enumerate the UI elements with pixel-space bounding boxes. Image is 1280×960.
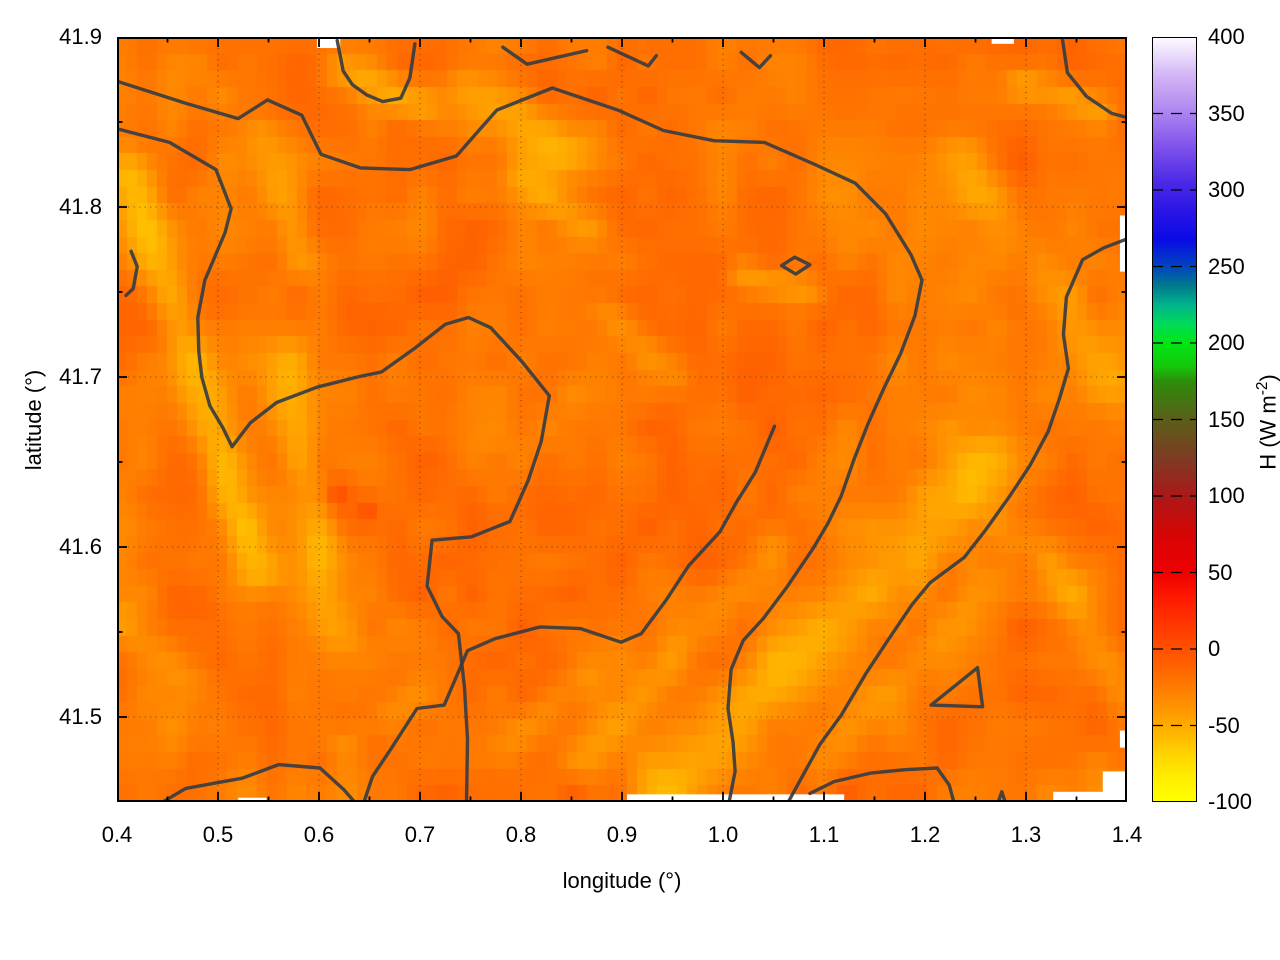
x-tick-label: 1.4 xyxy=(1111,822,1143,847)
x-axis-title: longitude (°) xyxy=(562,868,682,893)
colorbar-title: H (W m-2) xyxy=(1254,337,1280,507)
colorbar-title-superscript: -2 xyxy=(1254,381,1271,396)
colorbar-tick-label: 0 xyxy=(1208,636,1221,661)
x-tick-label: 0.6 xyxy=(303,822,335,847)
x-tick-label: 0.8 xyxy=(505,822,537,847)
colorbar-tick-label: 400 xyxy=(1208,24,1245,49)
y-tick-label: 41.5 xyxy=(59,704,102,729)
colorbar-tick-label: -100 xyxy=(1208,789,1253,814)
y-tick-label: 41.6 xyxy=(59,534,102,559)
colorbar-tick-label: 350 xyxy=(1208,100,1245,126)
colorbar-tick-label: 200 xyxy=(1208,330,1245,355)
x-tick-label: 1.0 xyxy=(707,822,739,847)
colorbar-tick-label: 150 xyxy=(1208,406,1245,432)
colorbar-tick-label: -50 xyxy=(1208,712,1240,738)
y-tick-label: 41.7 xyxy=(59,364,102,389)
x-tick-label: 0.4 xyxy=(101,822,133,847)
colorbar-tick-label: 300 xyxy=(1208,177,1245,202)
y-tick-label: 41.8 xyxy=(59,194,102,219)
x-tick-label: 1.1 xyxy=(808,822,840,847)
colorbar xyxy=(1152,37,1197,802)
x-tick-label: 0.9 xyxy=(606,822,638,847)
heatmap-canvas xyxy=(117,37,1127,802)
x-tick-label: 0.7 xyxy=(404,822,436,847)
colorbar-tick-label: 100 xyxy=(1208,483,1245,508)
colorbar-tick-label: 250 xyxy=(1208,253,1245,279)
x-tick-label: 1.2 xyxy=(909,822,941,847)
y-tick-label: 41.9 xyxy=(59,24,102,49)
colorbar-title-suffix: ) xyxy=(1255,374,1280,382)
x-tick-label: 1.3 xyxy=(1010,822,1042,847)
colorbar-title-prefix: H (W m xyxy=(1255,395,1280,470)
x-tick-label: 0.5 xyxy=(202,822,234,847)
colorbar-tick-label: 50 xyxy=(1208,559,1233,585)
